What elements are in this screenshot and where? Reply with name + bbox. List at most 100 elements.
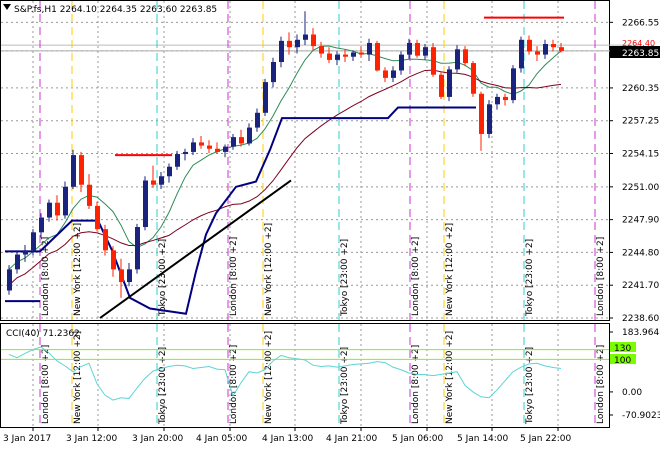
candle-body xyxy=(367,42,372,55)
candle-body xyxy=(95,205,100,230)
cci-level-130-tag xyxy=(610,342,636,352)
candle-body xyxy=(495,96,500,105)
session-label: New York [12:00 +2] xyxy=(445,331,455,424)
candle-body xyxy=(439,74,444,97)
current-price-tag xyxy=(610,46,660,58)
session-label: New York [12:00 +2] xyxy=(445,223,455,316)
candle-body xyxy=(23,250,28,255)
time-axis: 3 Jan 2017 3 Jan 12:00 3 Jan 20:00 4 Jan 05… xyxy=(3,427,572,444)
price-tick-label: 2266.55 xyxy=(622,18,659,28)
candle-body xyxy=(191,142,196,152)
candle-body xyxy=(135,227,140,270)
cci-level-100-label: 100 xyxy=(614,356,631,366)
session-label: Tokyo [23:00 +2] xyxy=(158,347,168,425)
session-label: Tokyo [23:00 +2] xyxy=(340,239,350,317)
candle-body xyxy=(127,269,132,283)
candle-body xyxy=(351,52,356,57)
candle-body xyxy=(431,47,436,75)
price-tick-label: 2238.60 xyxy=(622,314,659,324)
candle-body xyxy=(471,63,476,94)
time-tick-label: 3 Jan 12:00 xyxy=(66,434,118,444)
candle-body xyxy=(519,39,524,69)
candle-body xyxy=(423,47,428,56)
fast-ma-line xyxy=(8,45,562,270)
candle-body xyxy=(327,53,332,60)
time-tick-label: 4 Jan 21:00 xyxy=(326,434,378,444)
price-axis: 2266.55 2260.35 2257.25 2254.15 2251.00 2247.… xyxy=(609,18,659,324)
cci-panel[interactable] xyxy=(0,323,610,428)
candle-body xyxy=(503,96,508,101)
candle-body xyxy=(79,155,84,185)
triangle-down-icon[interactable] xyxy=(3,4,11,10)
candle-body xyxy=(551,44,556,48)
candle-body xyxy=(207,145,212,149)
candle-body xyxy=(71,155,76,187)
candle-body xyxy=(447,69,452,97)
candle-body xyxy=(87,184,92,206)
price-tick-label: 2260.35 xyxy=(622,84,659,94)
cci-level-100-tag xyxy=(610,354,636,364)
candle-body xyxy=(247,127,252,144)
candle-body xyxy=(335,54,340,60)
candle-body xyxy=(111,250,116,270)
candle-body xyxy=(559,47,564,51)
candle-body xyxy=(311,34,316,47)
session-label: London [8:00 +2] xyxy=(596,345,606,424)
candle-body xyxy=(543,44,548,55)
candle-body xyxy=(279,40,284,63)
price-panel[interactable] xyxy=(0,0,610,321)
candle-body xyxy=(15,254,20,270)
candle-body xyxy=(487,104,492,134)
candle-body xyxy=(119,269,124,283)
chart-title: S&P.fs,H1 2264.10 2264.35 2263.60 2263.8… xyxy=(14,5,217,15)
candle-body xyxy=(215,148,220,152)
price-tick-label: 2241.70 xyxy=(622,281,659,291)
candle-body xyxy=(159,176,164,185)
candle-body xyxy=(239,137,244,144)
time-tick-label: 3 Jan 2017 xyxy=(3,434,51,444)
time-tick-label: 3 Jan 20:00 xyxy=(132,434,184,444)
trend-line xyxy=(99,179,292,319)
candle-body xyxy=(527,39,532,52)
cci-axis: 183.9648 0.00 -70.9023 xyxy=(609,328,660,421)
cci-tick-label: -70.9023 xyxy=(622,411,660,421)
session-label: London [8:00 +2] xyxy=(596,237,606,316)
session-label: New York [12:00 +2] xyxy=(73,223,83,316)
candle-body xyxy=(271,62,276,83)
candle-body xyxy=(31,232,36,251)
session-label: London [8:00 +2] xyxy=(229,345,239,424)
session-label: New York [12:00 +2] xyxy=(73,331,83,424)
candle-body xyxy=(359,52,364,55)
candle-body xyxy=(223,146,228,152)
session-label: Tokyo [23:00 +2] xyxy=(158,239,168,317)
price-tick-label: 2257.25 xyxy=(622,117,659,127)
candle-body xyxy=(7,269,12,291)
candle-body xyxy=(463,49,468,64)
candle-body xyxy=(199,142,204,146)
price-tick-label: 2247.90 xyxy=(622,216,659,226)
indicator-lines xyxy=(5,16,564,319)
candle-body xyxy=(167,166,172,177)
candle-body xyxy=(455,49,460,70)
candle-body xyxy=(535,51,540,55)
candle-body xyxy=(303,34,308,40)
session-label: Tokyo [23:00 +2] xyxy=(525,347,535,425)
session-label: London [8:00 +2] xyxy=(411,345,421,424)
grid xyxy=(1,1,640,427)
candle-body xyxy=(399,54,404,71)
session-label: London [8:00 +2] xyxy=(229,237,239,316)
cci-line xyxy=(8,346,562,401)
time-tick-label: 4 Jan 05:00 xyxy=(196,434,248,444)
time-tick-label: 5 Jan 06:00 xyxy=(392,434,444,444)
candle-body xyxy=(47,202,52,218)
candlesticks xyxy=(7,11,564,298)
cci-level-130-label: 130 xyxy=(614,344,631,354)
session-markers: London [8:00 +2] London [8:00 +2] New York… xyxy=(39,1,606,427)
session-label: London [8:00 +2] xyxy=(411,237,421,316)
candle-body xyxy=(55,202,60,216)
session-label: New York [12:00 +2] xyxy=(264,331,274,424)
candle-body xyxy=(415,42,420,56)
cci-tick-label: 183.9648 xyxy=(622,328,660,338)
candle-body xyxy=(319,46,324,54)
